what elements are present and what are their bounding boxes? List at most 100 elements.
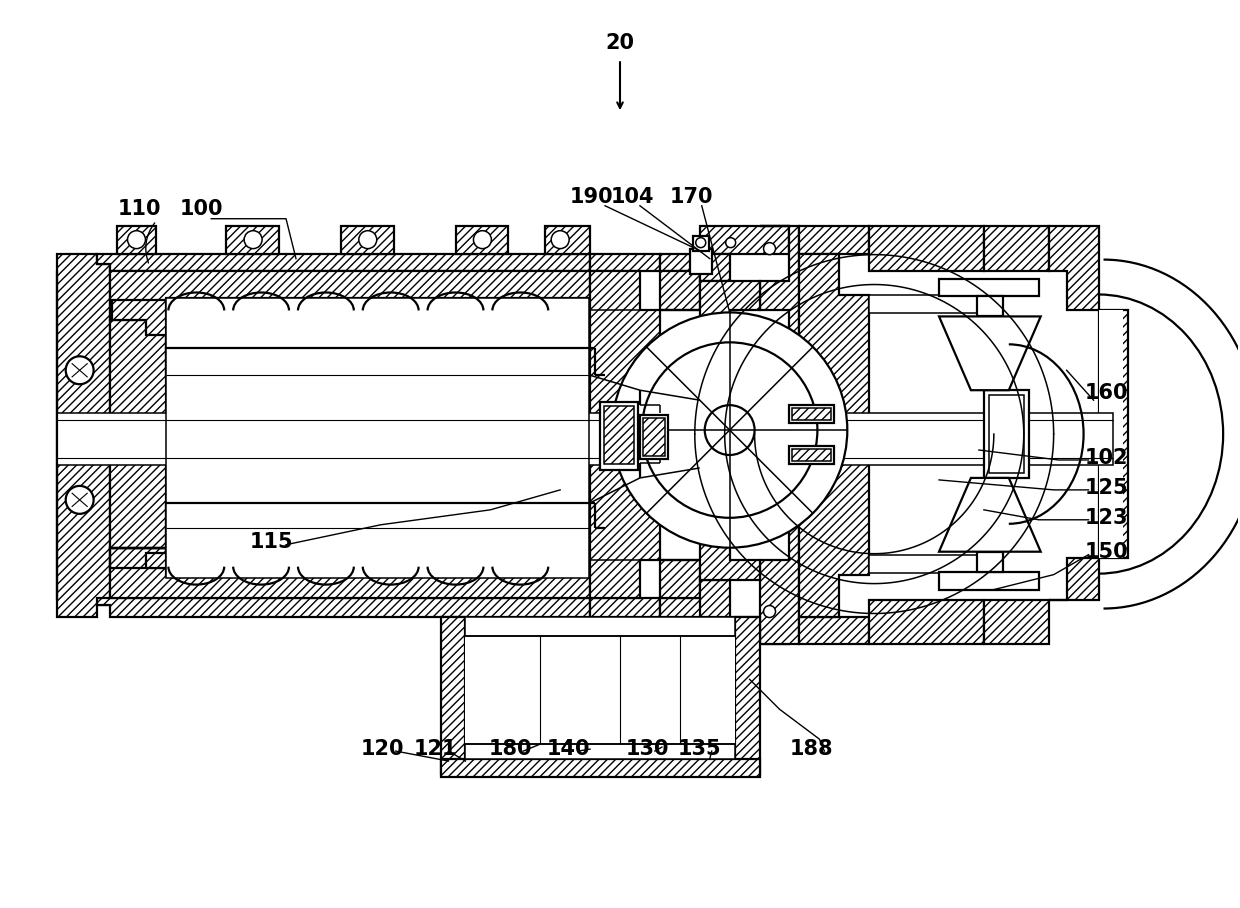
Text: 140: 140 — [547, 739, 590, 759]
Polygon shape — [939, 316, 1040, 390]
Polygon shape — [869, 599, 983, 645]
Polygon shape — [660, 253, 719, 271]
Text: 180: 180 — [489, 739, 532, 759]
Bar — [465, 745, 734, 759]
Polygon shape — [1099, 311, 1128, 558]
Polygon shape — [97, 597, 590, 617]
Bar — [642, 418, 665, 456]
Polygon shape — [1099, 311, 1123, 558]
Polygon shape — [97, 253, 590, 271]
Text: 120: 120 — [361, 739, 404, 759]
Circle shape — [764, 242, 775, 254]
Bar — [869, 555, 983, 573]
Text: 190: 190 — [569, 187, 613, 207]
Circle shape — [613, 312, 847, 548]
Polygon shape — [699, 617, 790, 645]
Bar — [790, 446, 835, 464]
Polygon shape — [109, 271, 590, 321]
Polygon shape — [800, 253, 869, 617]
Polygon shape — [939, 478, 1040, 552]
Bar — [988, 395, 1024, 473]
Polygon shape — [166, 503, 590, 528]
Polygon shape — [590, 597, 660, 617]
Circle shape — [552, 231, 569, 249]
Polygon shape — [440, 617, 760, 774]
Bar — [604, 406, 634, 464]
Polygon shape — [1049, 226, 1099, 311]
Bar — [693, 236, 709, 251]
Polygon shape — [341, 226, 393, 253]
Circle shape — [704, 405, 755, 455]
Text: 125: 125 — [1085, 478, 1128, 498]
Circle shape — [244, 231, 262, 249]
Text: 188: 188 — [790, 739, 833, 759]
Bar — [869, 295, 983, 313]
Text: 135: 135 — [678, 739, 722, 759]
Text: 100: 100 — [180, 199, 223, 219]
Polygon shape — [112, 301, 201, 335]
Bar — [792, 449, 831, 461]
Polygon shape — [546, 226, 590, 253]
Text: 170: 170 — [670, 187, 713, 207]
Text: 110: 110 — [118, 199, 161, 219]
Polygon shape — [1049, 558, 1099, 599]
Polygon shape — [455, 226, 508, 253]
Text: 121: 121 — [414, 739, 458, 759]
Bar — [983, 390, 1029, 478]
Text: 104: 104 — [610, 187, 653, 207]
Polygon shape — [983, 599, 1049, 645]
Polygon shape — [800, 617, 869, 645]
Bar — [440, 759, 760, 777]
Bar — [790, 405, 835, 423]
Polygon shape — [166, 528, 311, 575]
Bar — [465, 617, 734, 637]
Bar — [57, 413, 1114, 465]
Bar — [977, 297, 1003, 316]
Polygon shape — [699, 226, 790, 253]
Polygon shape — [226, 226, 279, 253]
Circle shape — [642, 342, 817, 518]
Polygon shape — [760, 226, 800, 645]
Polygon shape — [869, 226, 983, 271]
Text: 130: 130 — [626, 739, 670, 759]
Polygon shape — [109, 548, 590, 597]
Circle shape — [66, 356, 93, 384]
Bar — [600, 402, 637, 470]
Text: 160: 160 — [1085, 383, 1128, 403]
Polygon shape — [590, 253, 660, 271]
Circle shape — [358, 231, 377, 249]
Text: 115: 115 — [249, 532, 293, 552]
Polygon shape — [112, 548, 201, 568]
Polygon shape — [57, 253, 109, 617]
Circle shape — [128, 231, 145, 249]
Polygon shape — [660, 597, 719, 617]
Bar — [939, 279, 1039, 297]
Polygon shape — [800, 226, 869, 253]
Circle shape — [764, 606, 775, 617]
Polygon shape — [166, 301, 311, 349]
Bar — [939, 572, 1039, 589]
Polygon shape — [166, 349, 590, 375]
Circle shape — [474, 231, 491, 249]
Polygon shape — [590, 271, 660, 597]
Polygon shape — [410, 528, 590, 575]
Polygon shape — [660, 559, 699, 597]
Circle shape — [66, 486, 93, 514]
Polygon shape — [660, 271, 699, 311]
Polygon shape — [117, 226, 156, 253]
Polygon shape — [699, 253, 729, 281]
Bar — [166, 299, 589, 577]
Bar — [465, 637, 734, 745]
Polygon shape — [983, 226, 1049, 271]
Bar — [977, 552, 1003, 572]
Text: 150: 150 — [1085, 542, 1128, 562]
Text: 102: 102 — [1085, 448, 1128, 468]
Bar — [792, 408, 831, 420]
Circle shape — [725, 238, 735, 248]
Text: 20: 20 — [605, 34, 635, 54]
Polygon shape — [410, 301, 590, 349]
Bar — [689, 249, 712, 273]
Circle shape — [696, 238, 706, 248]
Bar — [640, 415, 668, 459]
Polygon shape — [109, 321, 166, 548]
